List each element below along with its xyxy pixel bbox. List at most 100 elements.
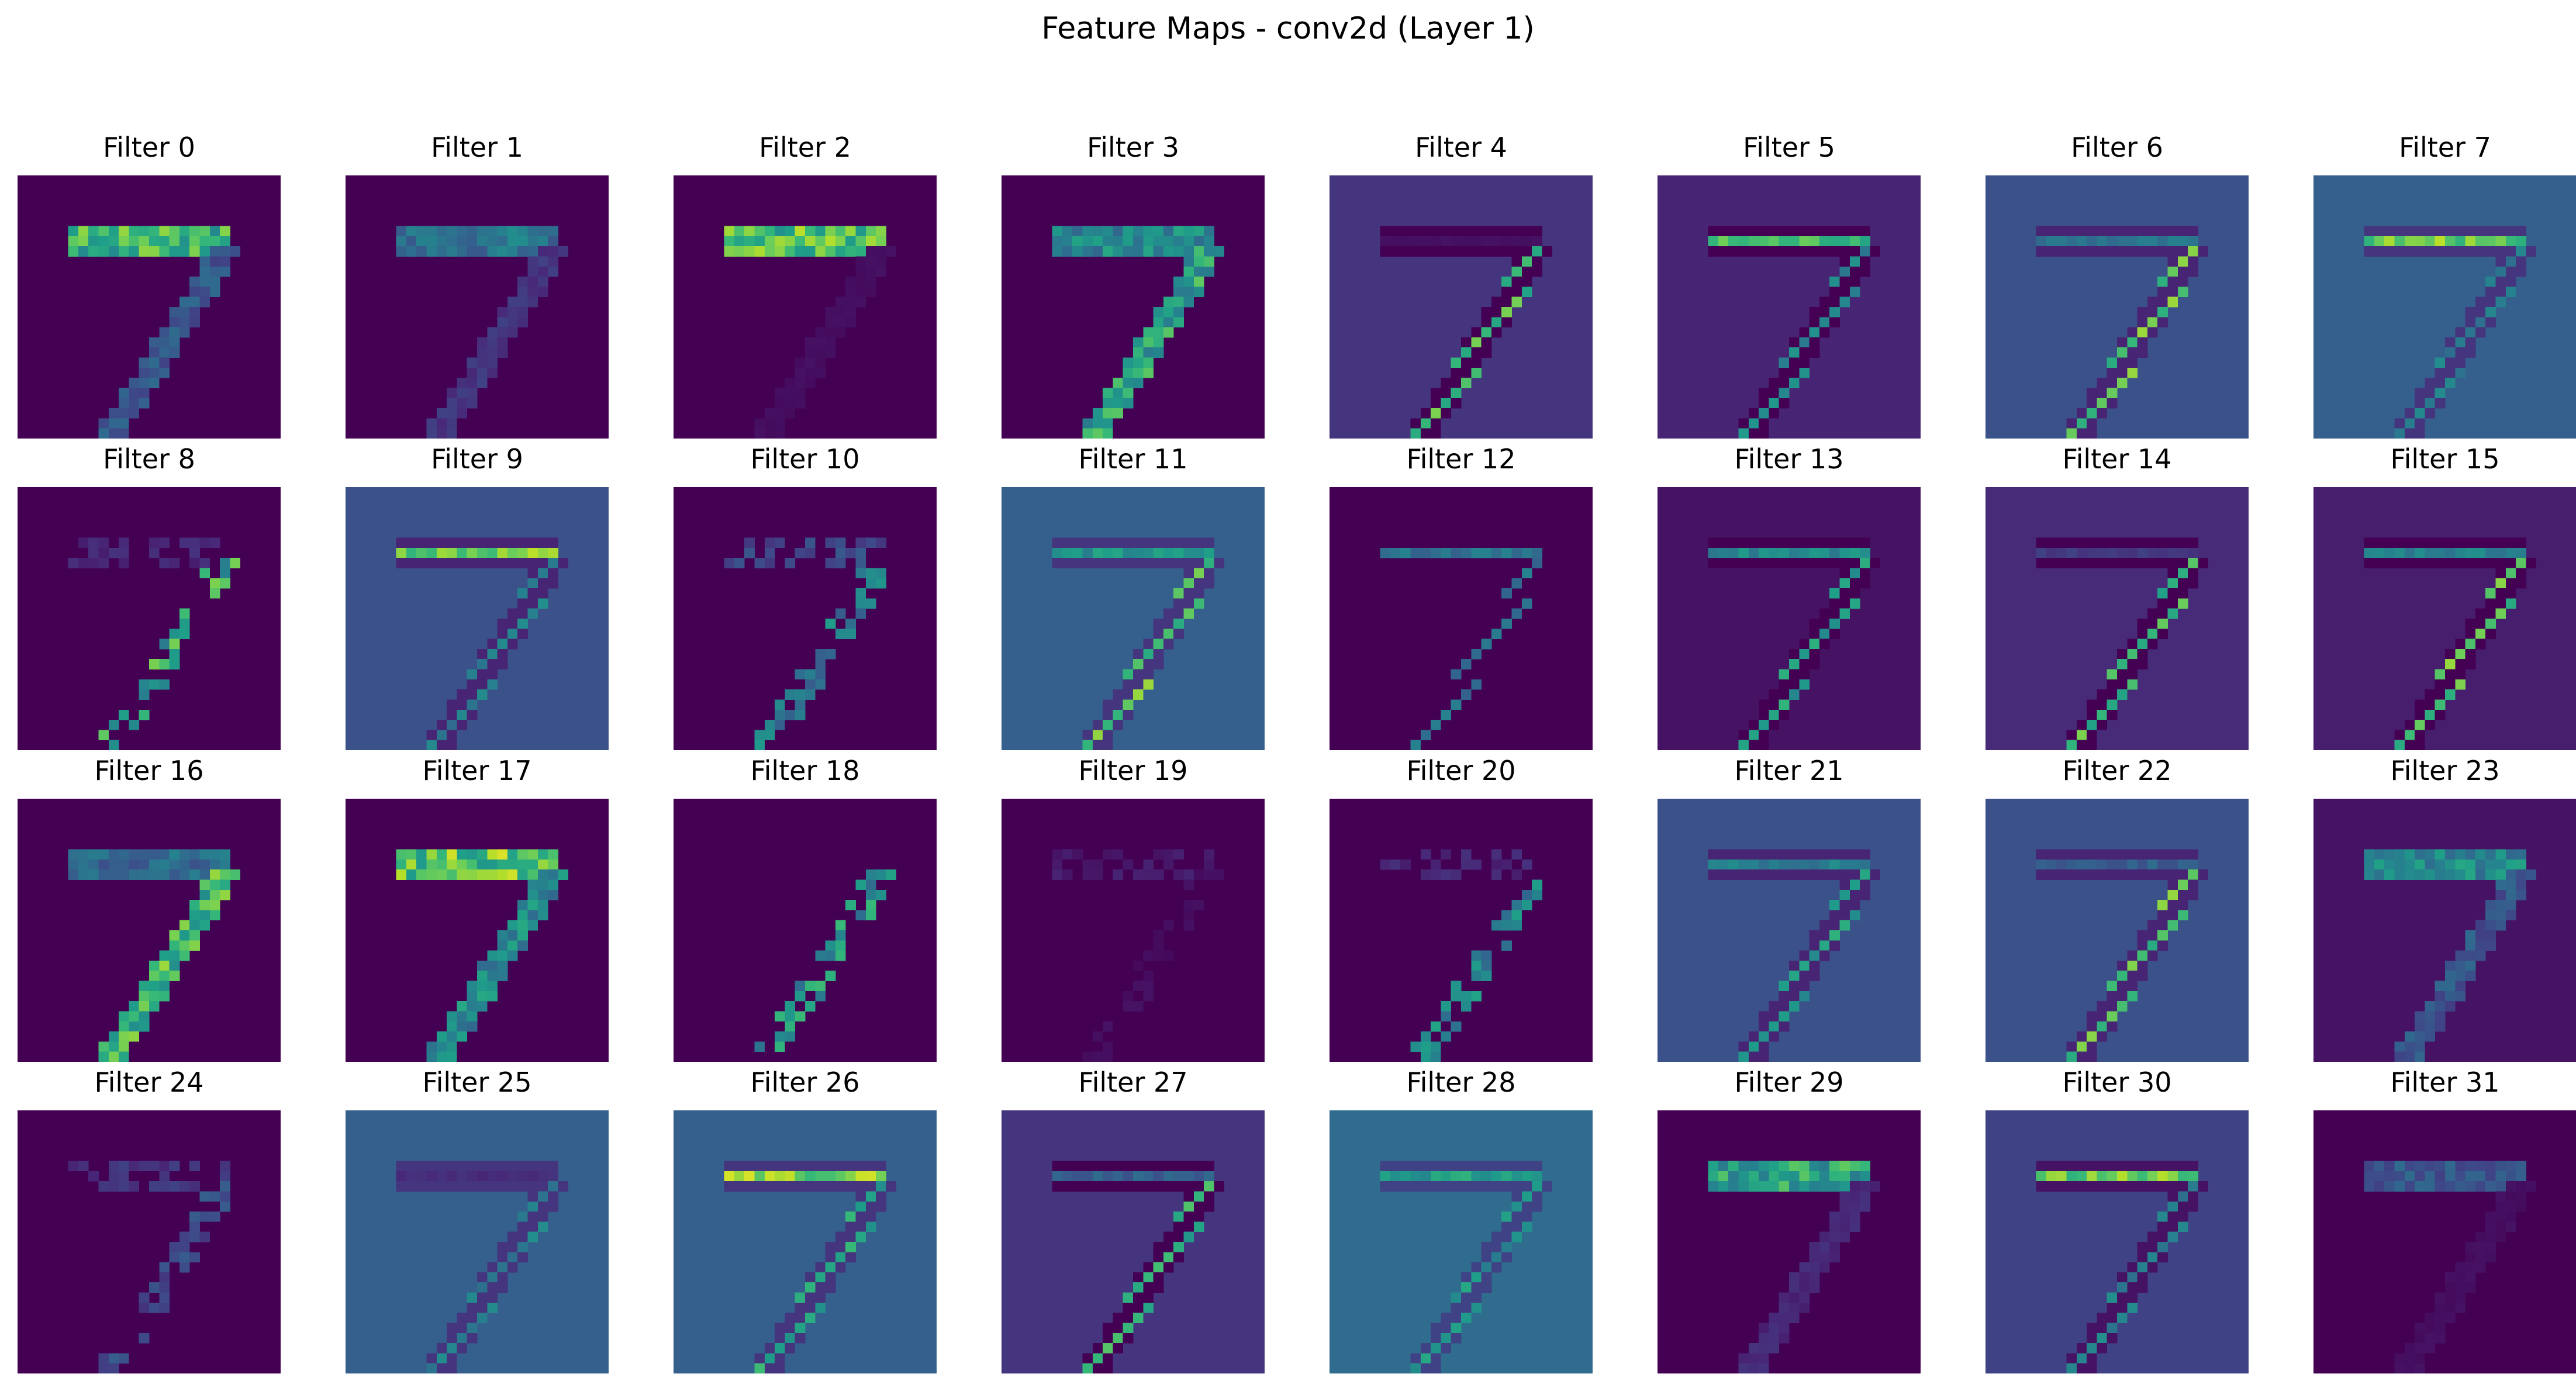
filter-panel-31: Filter 31 (2313, 1067, 2576, 1373)
activation-cell (2117, 971, 2128, 981)
activation-cell (2117, 1181, 2128, 1192)
activation-cell (1431, 388, 1441, 399)
activation-cell (2137, 940, 2148, 951)
activation-cell (527, 568, 538, 579)
activation-cell (865, 236, 876, 247)
activation-cell (2147, 869, 2158, 880)
activation-cell (1789, 869, 1800, 880)
activation-cell (1738, 1041, 1749, 1052)
activation-cell (507, 940, 518, 951)
activation-cell (1829, 1181, 1840, 1192)
activation-cell (1769, 1011, 1780, 1022)
activation-cell (2455, 1282, 2465, 1293)
activation-cell (1799, 547, 1810, 558)
activation-cell (775, 408, 785, 419)
activation-cell (2188, 568, 2198, 579)
activation-cell (1718, 547, 1729, 558)
activation-cell (1183, 869, 1194, 880)
activation-cell (1839, 578, 1850, 589)
activation-cell (2087, 1363, 2097, 1373)
feature-map-5 (1658, 175, 1921, 439)
activation-cell (2107, 859, 2118, 870)
activation-cell (548, 537, 558, 548)
activation-cell (2374, 537, 2385, 548)
activation-cell (2465, 940, 2476, 951)
activation-cell (815, 669, 826, 680)
activation-cell (2374, 849, 2385, 860)
activation-cell (1759, 1323, 1769, 1334)
activation-cell (1481, 960, 1492, 971)
activation-cell (1103, 537, 1113, 548)
activation-cell (1420, 408, 1431, 419)
activation-cell (2127, 1302, 2138, 1313)
activation-cell (785, 1323, 796, 1334)
activation-cell (1123, 1313, 1134, 1323)
activation-cell (865, 1221, 876, 1233)
activation-cell (119, 1353, 129, 1364)
activation-cell (2485, 317, 2496, 327)
activation-cell (507, 1262, 518, 1273)
activation-cell (744, 1161, 755, 1172)
activation-cell (199, 558, 210, 568)
activation-cell (2087, 1323, 2097, 1334)
activation-cell (1204, 226, 1214, 237)
activation-cell (2475, 1252, 2486, 1262)
activation-cell (2076, 740, 2087, 750)
activation-cell (1849, 266, 1860, 277)
activation-cell (2076, 859, 2087, 870)
activation-cell (1511, 849, 1522, 860)
activation-cell (1849, 1212, 1860, 1222)
activation-cell (2435, 699, 2446, 710)
activation-cell (1123, 669, 1134, 680)
activation-cell (1501, 317, 1512, 327)
activation-cell (1461, 378, 1472, 388)
activation-cell (1799, 950, 1810, 961)
activation-cell (477, 367, 488, 378)
activation-cell (527, 859, 538, 870)
activation-cell (795, 367, 806, 378)
activation-cell (1799, 1272, 1810, 1283)
activation-cell (2465, 1181, 2476, 1192)
activation-cell (189, 1252, 200, 1262)
activation-cell (68, 558, 79, 568)
activation-cell (2435, 367, 2446, 378)
activation-cell (2076, 1051, 2087, 1062)
activation-cell (426, 740, 437, 750)
activation-cell (2177, 246, 2188, 257)
activation-cell (2425, 226, 2436, 237)
activation-cell (1829, 558, 1840, 568)
activation-cell (1759, 408, 1769, 419)
activation-cell (88, 246, 99, 257)
activation-cell (876, 537, 886, 548)
activation-cell (1451, 246, 1462, 257)
activation-cell (2475, 327, 2486, 338)
activation-cell (1153, 619, 1164, 629)
activation-cell (835, 1231, 846, 1243)
activation-cell (2374, 869, 2385, 880)
activation-cell (2455, 337, 2465, 348)
activation-cell (1819, 638, 1830, 650)
activation-cell (447, 1181, 457, 1192)
activation-cell (2107, 1001, 2118, 1012)
activation-cell (2076, 547, 2087, 558)
activation-cell (2435, 1001, 2446, 1012)
activation-cell (2505, 578, 2516, 589)
activation-cell (1819, 307, 1830, 317)
activation-cell (2188, 558, 2198, 568)
activation-cell (98, 226, 109, 237)
activation-cell (2455, 971, 2465, 981)
activation-cell (537, 277, 548, 287)
activation-cell (845, 287, 856, 298)
activation-cell (169, 930, 180, 941)
activation-cell (1163, 859, 1174, 870)
activation-cell (2036, 1161, 2047, 1172)
activation-cell (1819, 1262, 1830, 1273)
activation-cell (2107, 398, 2118, 409)
activation-cell (1461, 1302, 1472, 1313)
activation-cell (1153, 246, 1164, 257)
activation-cell (497, 1272, 508, 1283)
filter-panel-7: Filter 7 (2313, 132, 2576, 439)
activation-cell (2097, 859, 2108, 870)
activation-cell (436, 408, 447, 419)
activation-cell (426, 849, 437, 860)
